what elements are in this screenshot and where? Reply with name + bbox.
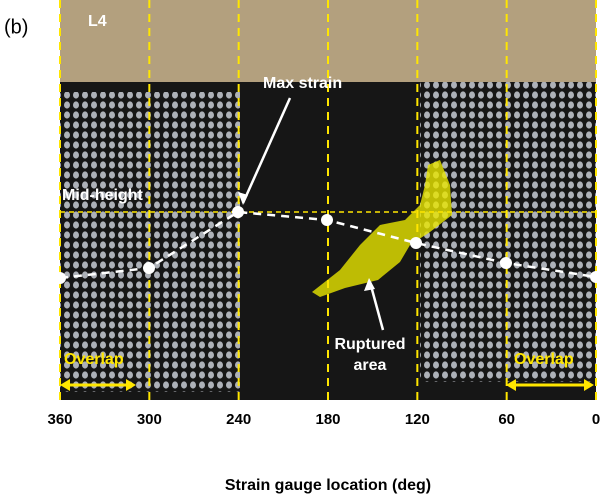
x-tick-label: 240 [226,411,251,428]
x-tick-label: 60 [498,411,515,428]
page: (b) L4 Max strain Mid-height Ruptured ar… [0,0,602,502]
specimen-label: L4 [88,13,107,30]
figure: (b) L4 Max strain Mid-height Ruptured ar… [0,0,602,502]
x-tick-label: 300 [137,411,162,428]
annotation: Mid-height [62,187,144,204]
fiber-pattern [420,82,596,382]
x-tick-label: 0 [592,411,600,428]
panel-label: (b) [4,16,28,38]
annotation: Ruptured [334,336,405,353]
x-tick-label: 120 [405,411,430,428]
annotation: Max strain [263,75,342,92]
tape-band [60,0,596,82]
overlap-label: Overlap [514,351,574,368]
annotation: area [354,357,387,374]
x-axis-label: Strain gauge location (deg) [225,477,431,494]
overlap-label: Overlap [64,351,124,368]
x-tick-label: 180 [315,411,340,428]
x-tick-label: 360 [47,411,72,428]
